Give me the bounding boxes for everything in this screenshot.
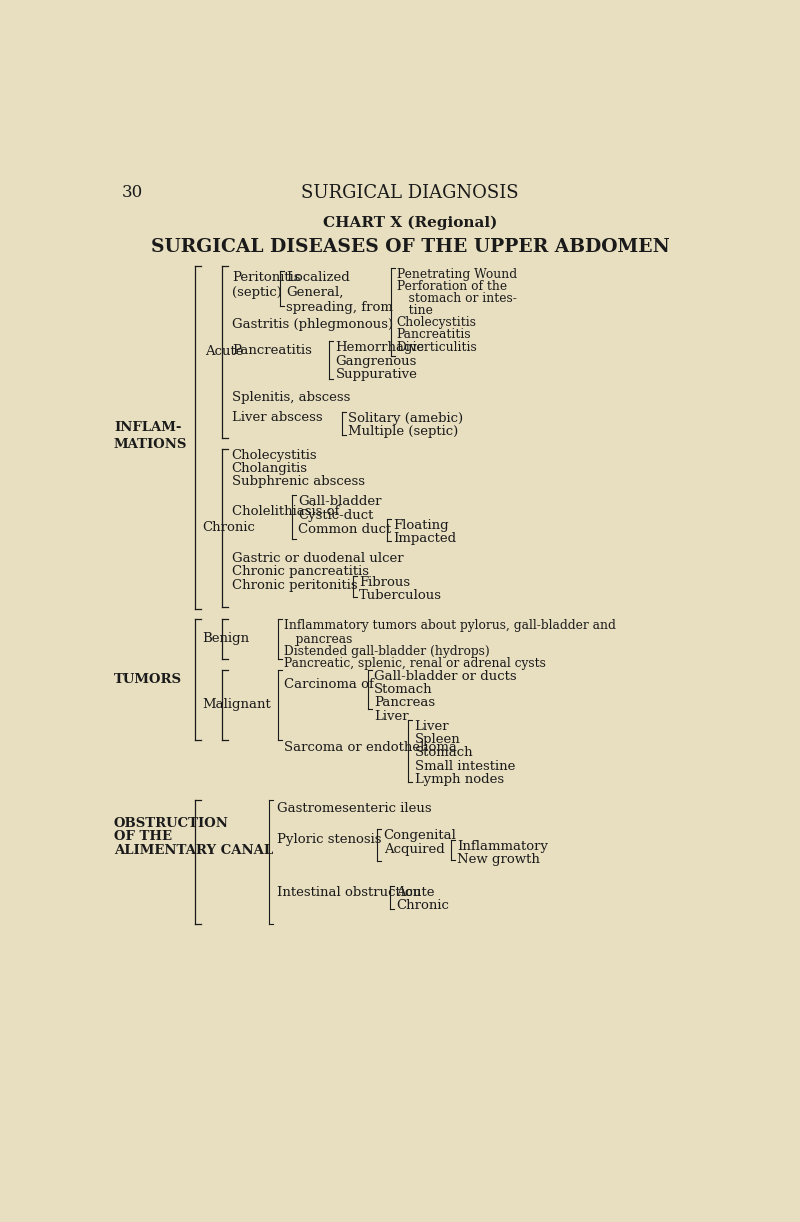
- Text: Pyloric stenosis: Pyloric stenosis: [277, 833, 382, 846]
- Text: Inflammatory: Inflammatory: [458, 840, 548, 853]
- Text: Suppurative: Suppurative: [336, 368, 418, 380]
- Text: Liver: Liver: [374, 710, 409, 722]
- Text: Sarcoma or endothelioma: Sarcoma or endothelioma: [285, 741, 458, 754]
- Text: Chronic: Chronic: [396, 899, 449, 912]
- Text: Localized: Localized: [286, 271, 350, 285]
- Text: Liver abscess: Liver abscess: [232, 411, 322, 424]
- Text: tine: tine: [397, 304, 433, 316]
- Text: Acute: Acute: [396, 886, 434, 899]
- Text: Malignant: Malignant: [202, 699, 271, 711]
- Text: MATIONS: MATIONS: [114, 439, 187, 451]
- Text: 30: 30: [122, 183, 143, 200]
- Text: Gall-bladder: Gall-bladder: [298, 495, 382, 507]
- Text: pancreas: pancreas: [285, 633, 353, 645]
- Text: Lymph nodes: Lymph nodes: [414, 772, 504, 786]
- Text: Impacted: Impacted: [393, 533, 456, 545]
- Text: SURGICAL DIAGNOSIS: SURGICAL DIAGNOSIS: [301, 183, 519, 202]
- Text: Gastromesenteric ileus: Gastromesenteric ileus: [277, 802, 431, 815]
- Text: Perforation of the: Perforation of the: [397, 280, 507, 293]
- Text: Inflammatory tumors about pylorus, gall-bladder and: Inflammatory tumors about pylorus, gall-…: [285, 620, 616, 633]
- Text: Pancreas: Pancreas: [374, 697, 435, 710]
- Text: General,: General,: [286, 286, 343, 299]
- Text: Subphrenic abscess: Subphrenic abscess: [232, 475, 365, 489]
- Text: Carcinoma of: Carcinoma of: [285, 678, 374, 690]
- Text: OF THE: OF THE: [114, 831, 172, 843]
- Text: Gangrenous: Gangrenous: [336, 354, 417, 368]
- Text: Acute: Acute: [205, 345, 243, 358]
- Text: Cholelithiasis of: Cholelithiasis of: [232, 505, 339, 518]
- Text: Fibrous: Fibrous: [359, 576, 410, 589]
- Text: Pancreatic, splenic, renal or adrenal cysts: Pancreatic, splenic, renal or adrenal cy…: [285, 657, 546, 670]
- Text: Cholecystitis: Cholecystitis: [232, 450, 318, 462]
- Text: ALIMENTARY CANAL: ALIMENTARY CANAL: [114, 844, 273, 858]
- Text: Stomach: Stomach: [414, 747, 474, 759]
- Text: Splenitis, abscess: Splenitis, abscess: [232, 391, 350, 403]
- Text: Diverticulitis: Diverticulitis: [397, 341, 478, 353]
- Text: Penetrating Wound: Penetrating Wound: [397, 268, 517, 281]
- Text: Gastritis (phlegmonous): Gastritis (phlegmonous): [232, 318, 393, 331]
- Text: Chronic pancreatitis: Chronic pancreatitis: [232, 565, 369, 578]
- Text: Intestinal obstruction: Intestinal obstruction: [277, 886, 421, 898]
- Text: Stomach: Stomach: [374, 683, 433, 697]
- Text: Liver: Liver: [414, 720, 450, 733]
- Text: Hemorrhagic: Hemorrhagic: [336, 341, 425, 354]
- Text: Floating: Floating: [393, 519, 449, 533]
- Text: Common duct: Common duct: [298, 523, 392, 536]
- Text: Pancreatitis: Pancreatitis: [232, 345, 312, 357]
- Text: Benign: Benign: [202, 632, 250, 645]
- Text: Cholangitis: Cholangitis: [232, 462, 308, 475]
- Text: Distended gall-bladder (hydrops): Distended gall-bladder (hydrops): [285, 645, 490, 657]
- Text: Chronic peritonitis: Chronic peritonitis: [232, 579, 358, 593]
- Text: (septic): (septic): [232, 286, 282, 299]
- Text: New growth: New growth: [458, 853, 540, 865]
- Text: Spleen: Spleen: [414, 733, 461, 747]
- Text: INFLAM-: INFLAM-: [114, 422, 182, 434]
- Text: OBSTRUCTION: OBSTRUCTION: [114, 816, 229, 830]
- Text: Congenital: Congenital: [384, 829, 457, 842]
- Text: Tuberculous: Tuberculous: [359, 589, 442, 601]
- Text: CHART X (Regional): CHART X (Regional): [323, 216, 497, 230]
- Text: stomach or intes-: stomach or intes-: [397, 292, 517, 306]
- Text: Cystic-duct: Cystic-duct: [298, 508, 374, 522]
- Text: Acquired: Acquired: [384, 843, 445, 857]
- Text: spreading, from: spreading, from: [286, 301, 393, 314]
- Text: TUMORS: TUMORS: [114, 673, 182, 686]
- Text: Multiple (septic): Multiple (septic): [348, 425, 458, 439]
- Text: SURGICAL DISEASES OF THE UPPER ABDOMEN: SURGICAL DISEASES OF THE UPPER ABDOMEN: [150, 237, 670, 255]
- Text: Gastric or duodenal ulcer: Gastric or duodenal ulcer: [232, 551, 403, 565]
- Text: Small intestine: Small intestine: [414, 760, 515, 772]
- Text: Gall-bladder or ducts: Gall-bladder or ducts: [374, 670, 517, 683]
- Text: Pancreatitis: Pancreatitis: [397, 329, 471, 341]
- Text: Chronic: Chronic: [202, 522, 255, 534]
- Text: Peritonitis: Peritonitis: [232, 271, 300, 285]
- Text: Cholecystitis: Cholecystitis: [397, 316, 477, 329]
- Text: Solitary (amebic): Solitary (amebic): [348, 412, 463, 425]
